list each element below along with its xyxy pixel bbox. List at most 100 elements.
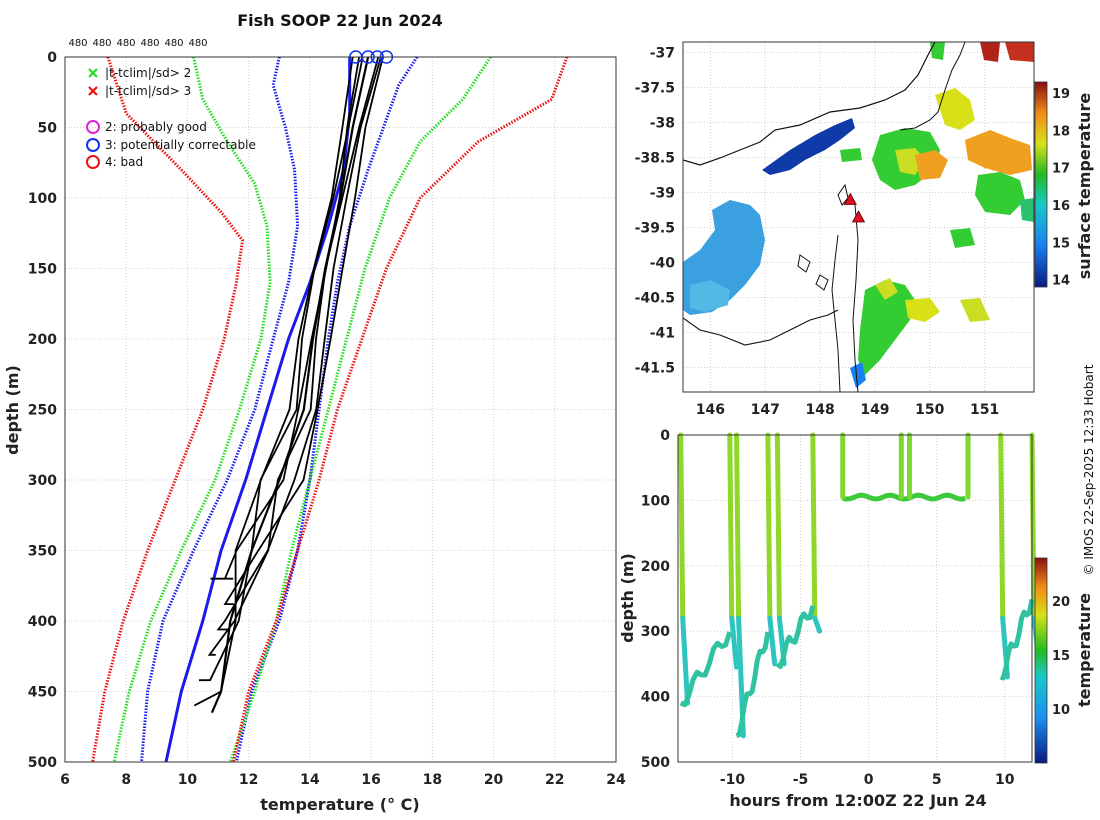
- coastline-nsw: [899, 42, 966, 131]
- sst-patch-yellow-3: [875, 278, 898, 300]
- drop-upper: [678, 432, 686, 621]
- sst-patch-small-3: [840, 148, 862, 162]
- y-tick-label: 200: [28, 332, 57, 348]
- legend-marker-circle: [86, 120, 100, 134]
- x-tick-label: 20: [484, 772, 504, 788]
- top-labels: 480 480 480 480 480 480: [68, 38, 207, 49]
- series-xbt-profile: [207, 56, 380, 656]
- y-tick-label: 150: [28, 262, 57, 278]
- small-island-2: [797, 254, 811, 273]
- drop-shallow-track: [842, 492, 966, 502]
- series-group: [91, 50, 569, 763]
- map-x-tick-labels: 146 147 148 149 150 151: [696, 402, 999, 418]
- x-tick-label: 8: [121, 772, 131, 788]
- map-y-tick-label: -41: [650, 326, 675, 342]
- y-tick-label: 300: [28, 473, 57, 489]
- y-tick-label: 50: [38, 121, 58, 137]
- y-tick-labels: 0 50 100 150 200 250 300 350 400 450 500: [28, 50, 57, 771]
- x-tick-label: 18: [423, 772, 442, 788]
- sst-patch-red-ne: [1005, 42, 1034, 62]
- legend-label: |t-tclim|/sd> 3: [105, 84, 191, 98]
- dt-x-tick-label: 0: [864, 772, 874, 788]
- sst-colorbar-tick: 15: [1052, 236, 1070, 251]
- legend-marker-x: [88, 68, 98, 78]
- y-tick-label: 500: [28, 755, 57, 771]
- sst-colorbar-tick: 18: [1052, 124, 1070, 139]
- plot-frame: [64, 56, 617, 763]
- chart-title: Fish SOOP 22 Jun 2024: [237, 11, 443, 30]
- dt-x-tick-label: 10: [995, 772, 1015, 788]
- sst-patch-orange-1: [965, 130, 1032, 175]
- y-axis-label: depth (m): [3, 365, 22, 455]
- x-tick-label: 22: [545, 772, 564, 788]
- map-x-tick-label: 149: [860, 402, 889, 418]
- series-mean-2-sd: [112, 56, 272, 763]
- dt-y-tick-label: 400: [641, 690, 670, 706]
- dt-y-tick-label: 300: [641, 624, 670, 640]
- dt-y-tick-label: 100: [641, 493, 670, 509]
- map-y-tick-label: -37.5: [635, 81, 675, 97]
- map-x-tick-label: 146: [696, 402, 725, 418]
- legend-marker-circle: [86, 138, 100, 152]
- x-tick-label: 6: [60, 772, 70, 788]
- map-x-tick-label: 150: [915, 402, 944, 418]
- depth-time-plot: -10 -5 0 5 10 0 100 200 300 400 500 hours from 12…: [618, 428, 1094, 810]
- drop-upper: [765, 432, 773, 621]
- series-xbt-profile: [210, 56, 360, 580]
- series-mean-2-sd: [228, 56, 492, 763]
- top-label: 480: [68, 38, 87, 49]
- drop-upper: [727, 432, 735, 621]
- drop-lower: [729, 615, 740, 670]
- map-y-tick-label: -40.5: [635, 291, 675, 307]
- map-y-tick-label: -41.5: [635, 361, 675, 377]
- y-tick-label: 450: [28, 685, 57, 701]
- drop-lower: [812, 615, 823, 634]
- top-label: 480: [140, 38, 159, 49]
- y-tick-label: 350: [28, 544, 57, 560]
- dt-x-axis-label: hours from 12:00Z 22 Jun 24: [729, 791, 986, 810]
- series-climatology-mean: [164, 57, 352, 763]
- sst-colorbar-tick: 14: [1052, 274, 1070, 289]
- sst-patch-yellow-4: [905, 298, 940, 322]
- dt-drops: [678, 432, 1042, 739]
- legend-label: 2: probably good: [105, 120, 207, 134]
- sst-patch-green-3: [1020, 198, 1034, 222]
- x-tick-label: 10: [178, 772, 198, 788]
- series-mean-1-sd: [140, 56, 300, 763]
- island-west-coast: [831, 234, 841, 392]
- map-x-tick-label: 151: [970, 402, 999, 418]
- legend-label: 4: bad: [105, 155, 143, 169]
- drop-upper: [734, 432, 742, 621]
- drop-upper: [774, 432, 782, 621]
- temp-colorbar-tick: 20: [1052, 595, 1070, 610]
- legend: |t-tclim|/sd> 2 |t-tclim|/sd> 3 2: probabl…: [86, 66, 256, 169]
- x-tick-label: 24: [606, 772, 626, 788]
- series-xbt-profile: [199, 56, 364, 682]
- legend-marker-circle: [86, 155, 100, 169]
- dt-y-tick-labels: 0 100 200 300 400 500: [641, 428, 670, 771]
- series-mean-3-sd: [91, 56, 245, 763]
- top-label: 480: [116, 38, 135, 49]
- small-island-3: [815, 274, 829, 291]
- x-axis-label: temperature (° C): [260, 795, 419, 814]
- x-tick-label: 12: [239, 772, 258, 788]
- sst-patch-orange-2: [915, 150, 948, 180]
- x-tick-label: 14: [300, 772, 320, 788]
- dt-y-tick-label: 0: [660, 428, 670, 444]
- series-mean-1-sd: [234, 56, 419, 763]
- drop-bottom-track: [735, 631, 771, 739]
- map-x-tick-label: 148: [805, 402, 834, 418]
- dt-frame: [677, 434, 1033, 763]
- sst-colorbar-tick: 16: [1052, 199, 1070, 214]
- map-y-tick-label: -38: [650, 116, 675, 132]
- series-xbt-profile: [223, 56, 384, 605]
- temp-colorbar-label: temperature: [1075, 593, 1094, 707]
- sst-patch-small-2: [960, 298, 990, 322]
- map-x-tick-label: 147: [751, 402, 780, 418]
- legend-marker-x: [88, 86, 98, 96]
- map-y-tick-label: -38.5: [635, 151, 675, 167]
- map-y-tick-labels: -37 -37.5 -38 -38.5 -39 -39.5 -40 -40.5 -41 -41.5: [635, 46, 676, 377]
- drop-lower: [767, 615, 778, 667]
- temp-colorbar-ticks: 20 15 10: [1052, 595, 1070, 718]
